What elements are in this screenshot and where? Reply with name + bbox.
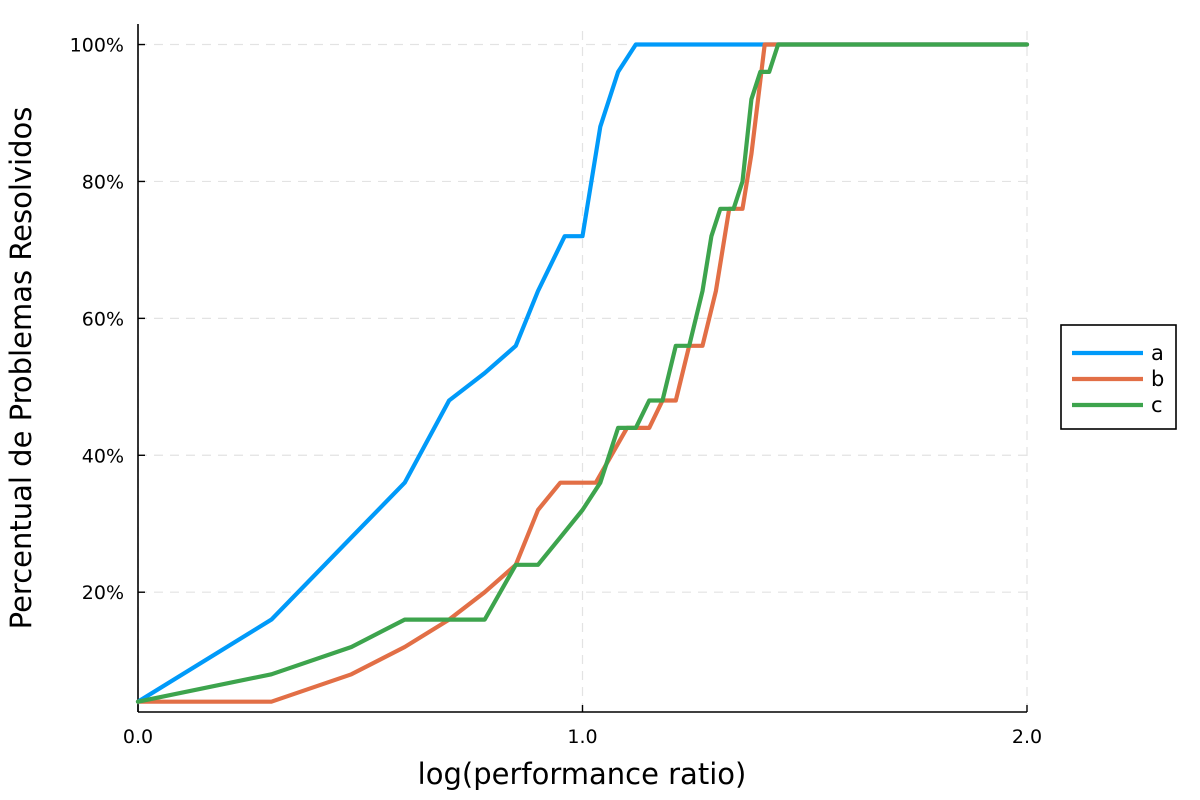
legend-label-c: c <box>1151 393 1163 417</box>
y-tick-label: 60% <box>82 308 124 330</box>
y-tick-label: 20% <box>82 582 124 604</box>
y-tick-label: 40% <box>82 445 124 467</box>
y-tick-label: 100% <box>70 35 124 57</box>
legend-items: abc <box>1072 341 1164 417</box>
y-tick-label: 80% <box>82 171 124 193</box>
x-tick-label: 2.0 <box>1012 726 1042 748</box>
series-layer <box>135 42 1030 704</box>
x-tick-label: 0.0 <box>123 726 153 748</box>
legend-label-a: a <box>1151 341 1164 365</box>
y-axis-title: Percentual de Problemas Resolvidos <box>4 107 38 630</box>
series-line-c <box>135 42 1030 704</box>
x-tick-label: 1.0 <box>567 726 597 748</box>
series-line-a <box>135 42 1030 704</box>
x-axis-title: log(performance ratio) <box>418 757 747 791</box>
legend-label-b: b <box>1151 367 1164 391</box>
legend: abc <box>1060 324 1177 430</box>
tick-layer: 0.0 1.0 2.0 20% 40% 60% 80% 100% <box>70 35 1042 748</box>
